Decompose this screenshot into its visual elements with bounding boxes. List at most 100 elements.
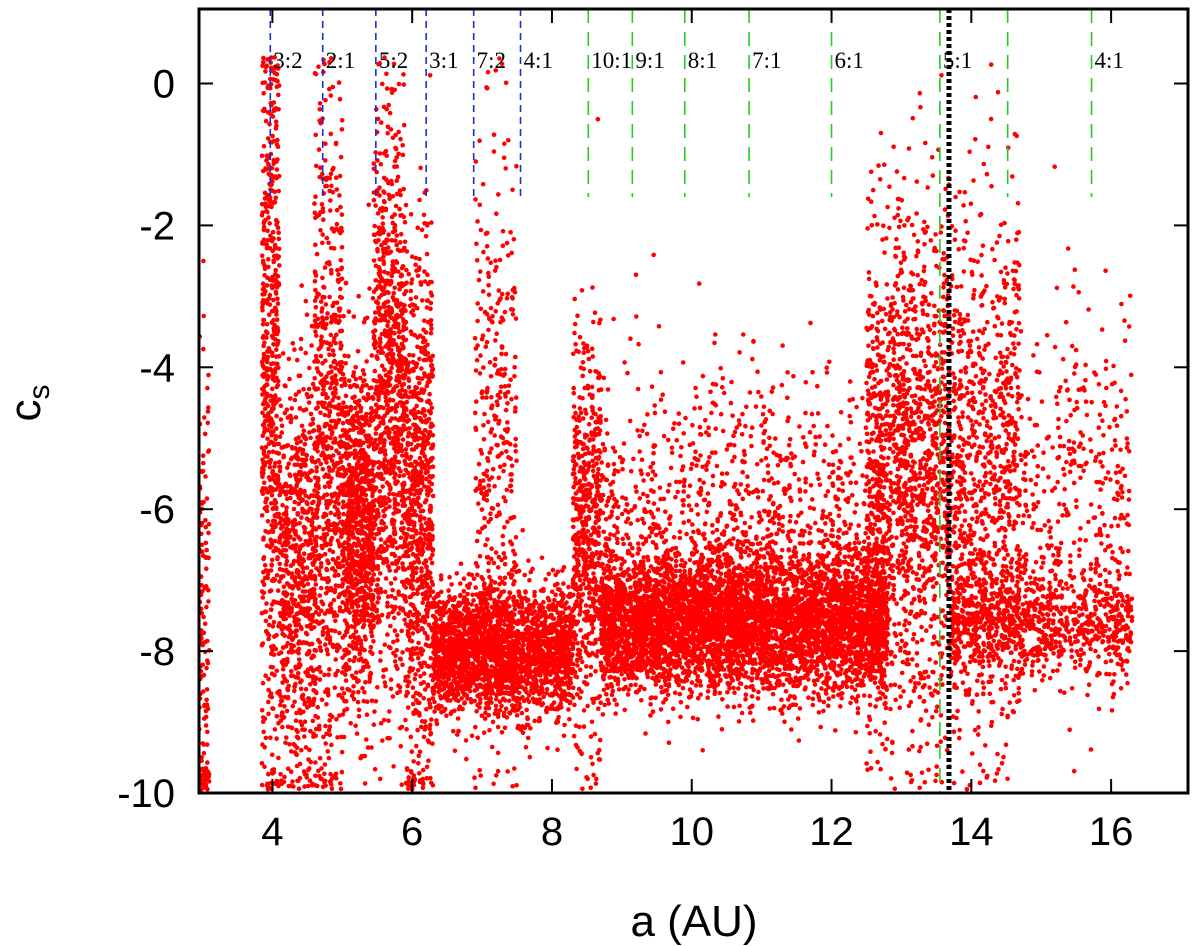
data-point xyxy=(269,528,275,533)
data-point xyxy=(320,601,326,607)
data-point xyxy=(296,641,301,646)
data-point xyxy=(273,326,279,331)
data-point xyxy=(273,291,279,296)
data-point xyxy=(362,422,368,428)
data-point xyxy=(306,611,311,617)
data-point xyxy=(360,685,365,691)
data-point xyxy=(410,534,416,540)
data-point xyxy=(338,360,344,365)
data-point xyxy=(426,740,432,745)
data-point xyxy=(328,332,334,338)
data-point xyxy=(287,396,293,401)
data-point xyxy=(306,556,312,561)
data-point xyxy=(344,667,349,673)
data-point xyxy=(388,581,394,586)
data-point xyxy=(313,287,318,293)
data-point xyxy=(429,560,435,566)
data-point xyxy=(354,646,360,652)
data-point xyxy=(342,413,348,419)
data-point xyxy=(320,619,326,624)
data-point xyxy=(203,723,209,728)
data-point xyxy=(408,665,413,671)
data-point xyxy=(264,601,269,606)
data-point xyxy=(318,669,323,675)
data-point xyxy=(287,610,293,616)
data-point xyxy=(519,710,525,716)
data-point xyxy=(326,518,331,523)
data-point xyxy=(396,589,401,594)
data-point xyxy=(284,539,290,545)
data-point xyxy=(410,701,416,707)
data-point xyxy=(424,564,429,570)
data-point xyxy=(403,543,409,549)
data-point xyxy=(270,518,276,524)
data-point xyxy=(263,118,269,124)
data-point xyxy=(380,287,386,293)
data-point xyxy=(336,320,341,326)
data-point xyxy=(404,280,409,286)
data-point xyxy=(398,213,403,218)
data-point xyxy=(426,758,431,763)
data-point xyxy=(397,473,402,479)
data-point xyxy=(410,646,416,651)
data-point xyxy=(313,163,319,169)
data-point xyxy=(427,545,433,551)
data-point xyxy=(320,232,326,237)
data-point xyxy=(332,335,337,341)
data-point xyxy=(298,336,304,342)
data-point xyxy=(338,257,344,263)
data-point xyxy=(419,366,424,371)
data-point xyxy=(340,473,346,479)
data-point xyxy=(339,686,345,691)
data-point xyxy=(270,386,275,392)
data-point xyxy=(299,678,304,683)
data-point xyxy=(403,202,409,208)
data-point xyxy=(380,215,386,220)
data-point xyxy=(314,534,320,540)
data-point xyxy=(424,497,429,503)
data-point xyxy=(298,537,303,542)
data-point xyxy=(312,201,317,206)
data-point xyxy=(424,581,430,587)
data-point xyxy=(383,373,389,378)
data-point xyxy=(205,420,211,426)
data-point xyxy=(376,414,382,419)
data-point xyxy=(354,425,360,431)
data-point xyxy=(422,630,428,636)
data-point xyxy=(273,77,279,83)
data-point xyxy=(260,210,265,215)
data-point xyxy=(311,428,317,433)
data-point xyxy=(320,437,326,443)
data-point xyxy=(374,426,380,431)
data-point xyxy=(268,112,274,117)
data-point xyxy=(273,436,278,442)
data-point xyxy=(417,256,422,262)
data-point xyxy=(330,557,336,562)
data-point xyxy=(315,503,321,508)
data-point xyxy=(204,566,209,571)
data-point xyxy=(378,420,384,426)
data-point xyxy=(378,161,384,167)
data-point xyxy=(313,713,318,719)
data-point xyxy=(203,517,208,523)
data-point xyxy=(413,672,418,677)
data-point xyxy=(308,625,314,631)
data-point xyxy=(381,521,387,526)
data-point xyxy=(320,294,326,300)
data-point xyxy=(429,326,434,332)
data-point xyxy=(284,735,289,740)
data-point xyxy=(270,353,275,359)
data-point xyxy=(302,701,308,707)
data-point xyxy=(410,631,416,636)
data-point xyxy=(414,268,419,273)
data-point xyxy=(328,245,334,251)
data-point xyxy=(265,377,270,382)
data-point xyxy=(377,336,383,341)
data-point xyxy=(428,306,433,312)
data-point xyxy=(400,437,406,442)
data-point xyxy=(202,585,208,591)
data-point xyxy=(388,441,394,446)
data-point xyxy=(296,786,302,791)
data-point xyxy=(282,383,288,388)
data-point xyxy=(389,238,395,243)
